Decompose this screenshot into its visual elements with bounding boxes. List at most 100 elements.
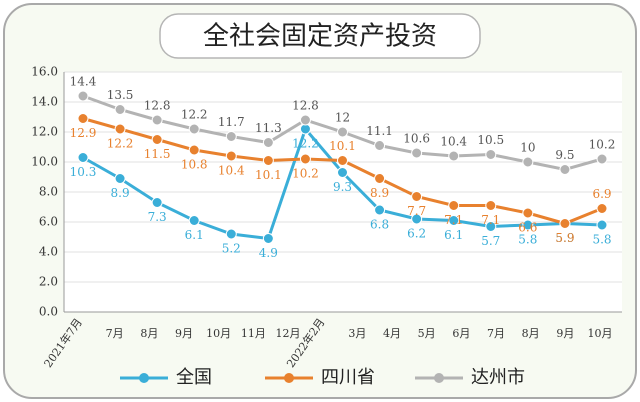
- point: [596, 153, 608, 165]
- data-label: 10.6: [403, 132, 430, 146]
- data-label: 10.8: [181, 158, 208, 172]
- chart-title: 全社会固定资产投资: [203, 22, 437, 52]
- data-label: 10.1: [329, 139, 356, 153]
- point: [485, 149, 497, 160]
- point: [522, 219, 534, 231]
- point: [77, 113, 89, 124]
- point: [151, 114, 163, 126]
- point: [374, 140, 386, 151]
- point: [596, 219, 608, 231]
- legend-label: 四川省: [321, 367, 375, 388]
- point: [559, 218, 571, 229]
- point: [262, 233, 274, 244]
- y-tick-label: 16.0: [31, 65, 58, 79]
- data-label: 6.1: [444, 228, 463, 242]
- point: [448, 215, 460, 226]
- y-tick-label: 14.0: [31, 95, 58, 109]
- point: [559, 164, 571, 175]
- x-tick-label: 3月: [348, 327, 366, 340]
- data-label: 11.5: [144, 147, 171, 161]
- point: [188, 144, 200, 156]
- data-label: 5.8: [592, 233, 611, 247]
- point: [337, 167, 348, 178]
- x-tick-label: 6月: [452, 327, 470, 340]
- data-label: 6.2: [407, 227, 426, 241]
- point: [114, 123, 126, 135]
- data-label: 10.1: [255, 168, 282, 182]
- point: [151, 134, 163, 145]
- data-label: 12.2: [107, 137, 134, 151]
- point: [411, 147, 423, 159]
- data-label: 10.2: [589, 138, 616, 152]
- legend-label: 达州市: [471, 367, 525, 388]
- x-tick-label: 10月: [588, 327, 613, 340]
- data-label: 5.9: [555, 231, 574, 245]
- data-label: 5.9: [555, 231, 574, 245]
- data-label: 10.4: [440, 135, 467, 149]
- data-label: 12.9: [70, 126, 97, 140]
- data-label: 14.4: [70, 75, 97, 89]
- y-tick-label: 2.0: [39, 275, 58, 289]
- data-label: 12.8: [144, 99, 171, 113]
- data-label: 12.8: [292, 99, 319, 113]
- data-label: 7.3: [148, 210, 167, 224]
- y-tick-label: 6.0: [39, 215, 58, 229]
- data-label: 10.3: [70, 165, 97, 179]
- data-label: 10.4: [218, 164, 245, 178]
- data-label: 11.3: [255, 121, 282, 135]
- data-label: 7.7: [407, 204, 426, 218]
- point: [151, 197, 163, 208]
- point: [374, 173, 386, 184]
- data-label: 6.6: [518, 221, 537, 235]
- point: [374, 204, 386, 216]
- data-label: 12.2: [292, 137, 319, 151]
- point: [77, 90, 89, 102]
- x-tick-label: 8月: [522, 327, 540, 340]
- legend-label: 全国: [176, 367, 212, 388]
- data-label: 10.2: [292, 167, 319, 181]
- point: [522, 207, 534, 219]
- point: [448, 150, 460, 162]
- x-tick-label: 12月: [276, 327, 301, 340]
- legend-marker: [139, 373, 149, 383]
- data-label: 10: [520, 141, 535, 155]
- point: [411, 191, 423, 202]
- data-label: 10.5: [477, 133, 504, 147]
- x-tick-label: 10月: [206, 327, 231, 340]
- point: [411, 213, 423, 225]
- data-label: 12: [335, 111, 350, 125]
- x-tick-label: 4月: [383, 327, 401, 340]
- point: [114, 173, 126, 184]
- legend-marker: [434, 373, 444, 383]
- data-label: 9.5: [555, 148, 574, 162]
- x-tick-label: 7月: [487, 327, 505, 340]
- data-label: 11.7: [218, 115, 245, 129]
- data-label: 7.1: [444, 213, 463, 227]
- data-label: 5.2: [222, 242, 241, 256]
- data-label: 7.1: [481, 213, 500, 227]
- title-box: [159, 13, 481, 59]
- point: [337, 126, 348, 138]
- point: [188, 123, 200, 135]
- point: [77, 152, 89, 163]
- point: [596, 203, 608, 214]
- x-tick-label: 9月: [175, 327, 193, 340]
- point: [262, 155, 274, 166]
- x-tick-label: 11月: [241, 327, 266, 340]
- point: [448, 200, 460, 211]
- data-label: 8.9: [111, 186, 130, 200]
- point: [225, 150, 237, 162]
- data-label: 4.9: [259, 246, 278, 260]
- y-tick-label: 12.0: [31, 125, 58, 139]
- data-label: 6.1: [185, 228, 204, 242]
- x-tick-label: 5月: [418, 327, 436, 340]
- point: [188, 215, 200, 226]
- y-tick-label: 10.0: [31, 155, 58, 169]
- data-label: 12.2: [181, 108, 208, 122]
- data-label: 5.8: [518, 233, 537, 247]
- y-tick-label: 4.0: [39, 245, 58, 259]
- data-label: 6.9: [592, 187, 611, 201]
- point: [225, 131, 237, 142]
- point: [299, 153, 311, 165]
